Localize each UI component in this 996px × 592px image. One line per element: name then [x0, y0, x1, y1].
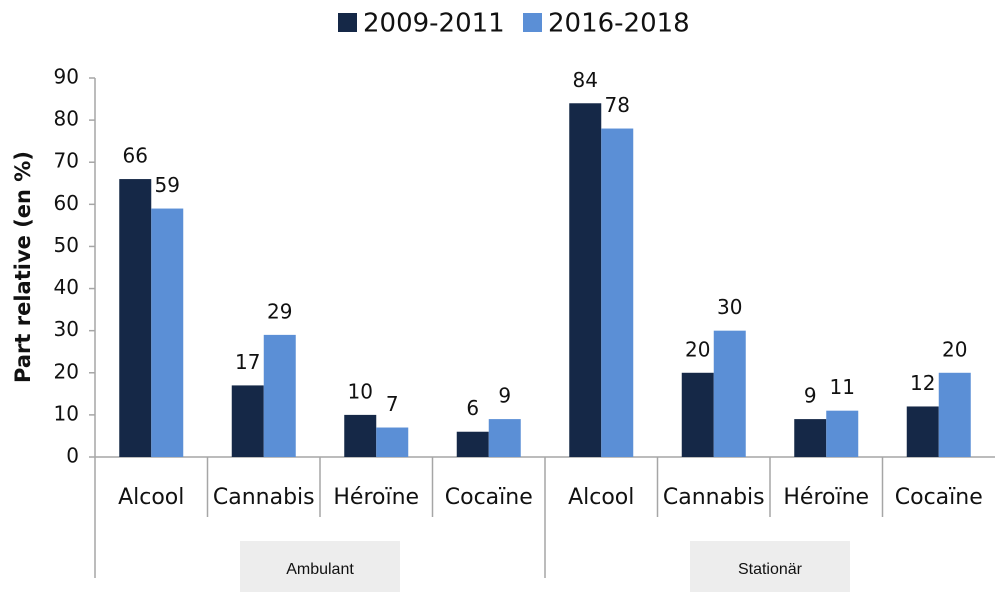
value-label: 20	[942, 337, 967, 361]
value-label: 59	[155, 173, 180, 197]
bar	[263, 334, 296, 457]
y-tick-label: 90	[54, 65, 79, 89]
x-tick-label: Alcool	[568, 485, 634, 510]
value-label: 9	[804, 384, 817, 408]
legend-swatch	[523, 13, 542, 32]
legend-swatch	[338, 13, 357, 32]
value-label: 20	[685, 337, 710, 361]
bar	[569, 103, 602, 458]
value-label: 9	[498, 384, 511, 408]
bar	[231, 385, 264, 457]
x-tick-label: Cannabis	[213, 485, 315, 510]
bar	[601, 128, 634, 458]
x-tick-label: Cannabis	[663, 485, 765, 510]
value-label: 10	[348, 379, 373, 403]
group-label: Ambulant	[286, 561, 354, 578]
bar	[151, 208, 184, 457]
y-tick-label: 30	[54, 317, 79, 341]
bar	[826, 410, 859, 457]
y-axis-title: Part relative (en %)	[11, 151, 35, 383]
legend-label: 2016-2018	[548, 9, 690, 39]
value-label: 12	[910, 371, 935, 395]
value-label: 7	[386, 392, 399, 416]
value-label: 11	[830, 375, 855, 399]
value-label: 17	[235, 350, 260, 374]
bar	[488, 419, 521, 457]
value-label: 84	[573, 68, 598, 92]
bar	[681, 372, 714, 457]
y-tick-label: 70	[54, 149, 79, 173]
value-label: 29	[267, 299, 292, 323]
x-tick-label: Héroïne	[783, 485, 869, 510]
y-tick-label: 40	[54, 275, 79, 299]
bar	[794, 419, 827, 457]
bar	[456, 431, 489, 457]
value-label: 30	[717, 295, 742, 319]
y-tick-label: 80	[54, 107, 79, 131]
group-label-box	[690, 541, 850, 592]
group-label: Stationär	[738, 561, 803, 578]
y-tick-label: 60	[54, 191, 79, 215]
y-tick-label: 20	[54, 359, 79, 383]
bar	[376, 427, 409, 457]
y-tick-label: 50	[54, 233, 79, 257]
y-tick-label: 0	[66, 444, 79, 468]
value-label: 78	[605, 93, 630, 117]
value-label: 6	[466, 396, 479, 420]
x-tick-label: Cocaïne	[445, 485, 533, 510]
bar	[713, 330, 746, 457]
bar	[938, 372, 971, 457]
legend-label: 2009-2011	[363, 9, 505, 39]
x-tick-label: Alcool	[118, 485, 184, 510]
x-tick-label: Héroïne	[333, 485, 419, 510]
group-label-box	[240, 541, 400, 592]
bar	[906, 406, 939, 457]
bar	[119, 179, 152, 458]
y-tick-label: 10	[54, 401, 79, 425]
bar	[344, 414, 377, 457]
x-tick-label: Cocaïne	[895, 485, 983, 510]
value-label: 66	[123, 144, 148, 168]
